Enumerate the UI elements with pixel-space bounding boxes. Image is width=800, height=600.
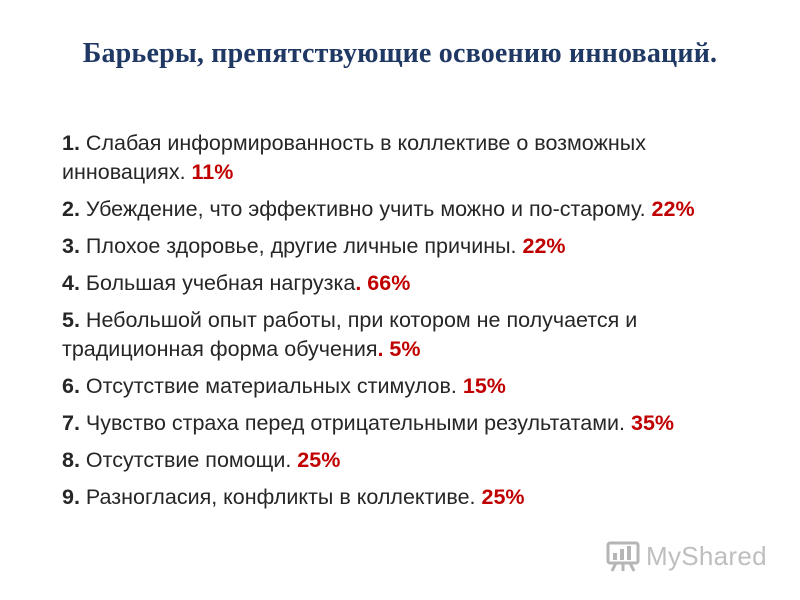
item-number: 1. [62,131,80,155]
list-item: 4. Большая учебная нагрузка. 66% [62,269,772,298]
item-text: Отсутствие материальных стимулов. [79,374,463,398]
item-percent: . 5% [377,337,421,361]
item-text: Чувство страха перед отрицательными резу… [79,411,631,435]
item-text: Убеждение, что эффективно учить можно и … [79,197,652,221]
item-percent: 11% [191,160,234,184]
myshared-logo-icon [606,539,640,573]
item-percent: 25% [481,485,525,509]
item-text: Небольшой опыт работы, при котором не по… [62,308,638,361]
list-item: 5. Небольшой опыт работы, при котором не… [62,306,772,364]
list-item: 7. Чувство страха перед отрицательными р… [62,409,772,438]
watermark-text: MyShared [646,540,767,571]
item-percent: 22% [522,234,566,258]
list-item: 9. Разногласия, конфликты в коллективе. … [62,483,772,512]
item-percent: 15% [462,374,506,398]
item-text: Слабая информированность в коллективе о … [62,131,646,184]
item-text: Отсутствие помощи. [79,448,298,472]
item-text: Разногласия, конфликты в коллективе. [79,485,482,509]
list-item: 1. Слабая информированность в коллективе… [62,129,772,187]
barriers-list: 1. Слабая информированность в коллективе… [62,129,772,520]
item-percent: 22% [651,197,695,221]
item-number: 5. [62,308,80,332]
list-item: 8. Отсутствие помощи. 25% [62,446,772,475]
item-percent: 25% [297,448,341,472]
list-item: 2. Убеждение, что эффективно учить можно… [62,195,772,224]
list-item: 6. Отсутствие материальных стимулов. 15% [62,372,772,401]
item-percent: . 66% [355,271,411,295]
item-number: 2. [62,197,80,221]
item-number: 4. [62,271,80,295]
item-number: 9. [62,485,80,509]
watermark: MyShared [606,536,767,576]
item-number: 3. [62,234,80,258]
item-number: 8. [62,448,80,472]
item-text: Плохое здоровье, другие личные причины. [79,234,523,258]
item-text: Большая учебная нагрузка [79,271,356,295]
item-number: 7. [62,411,80,435]
list-item: 3. Плохое здоровье, другие личные причин… [62,232,772,261]
slide-title: Барьеры, препятствующие освоению инновац… [82,38,718,69]
item-percent: 35% [630,411,675,435]
item-number: 6. [62,374,80,398]
